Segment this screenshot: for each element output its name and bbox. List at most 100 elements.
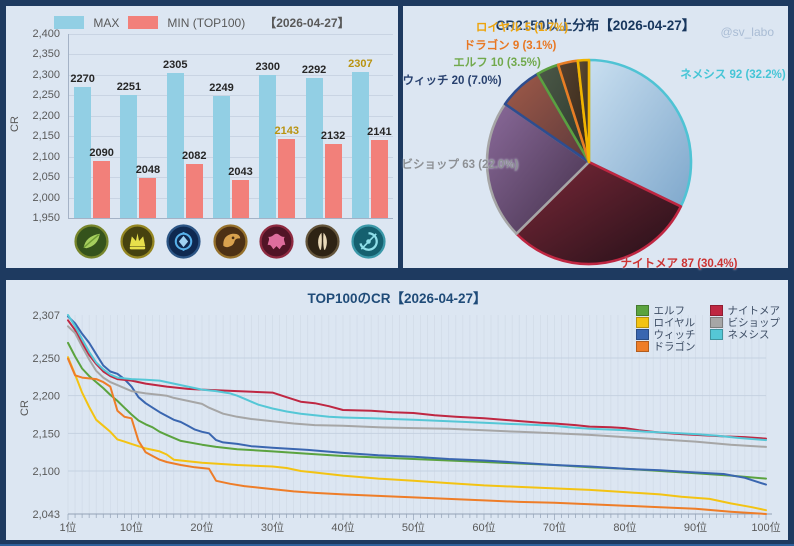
pie-label-nemesis: ネメシス 92 (32.2%) — [680, 69, 786, 81]
bar-gridline — [69, 115, 393, 117]
bar-y-tick-label: 2,300 — [32, 68, 60, 81]
witch-icon — [166, 224, 201, 259]
max-value-label: 2300 — [255, 60, 281, 73]
min-bar-elf — [93, 160, 111, 218]
bar-group-elf: 2270 2090 — [70, 73, 114, 218]
bar-group-bishop: 2292 2132 — [302, 64, 345, 218]
bar-chart-y-axis-labels: 2,400 2,350 2,300 2,250 2,200 2,150 2,100 2,050… — [6, 6, 62, 268]
line-series-nemesis — [67, 314, 767, 442]
bar-y-tick-label: 2,050 — [32, 171, 60, 184]
line-x-tick-label: 100位 — [751, 520, 780, 534]
legend-item-nemesis: ネメシス — [709, 329, 781, 341]
bar-group-royal: 2251 2048 — [116, 80, 160, 218]
bar-gridline — [69, 54, 393, 56]
min-value-label: 2141 — [367, 125, 392, 138]
bar-chart-date: 【2026-04-27】 — [264, 16, 350, 30]
class-icon-royal — [120, 224, 155, 264]
bar-group-witch: 2305 2082 — [163, 59, 206, 218]
line-y-tick-label: 2,150 — [32, 428, 60, 440]
line-series-bishop — [67, 325, 767, 448]
line-y-tick-label: 2,250 — [32, 353, 60, 365]
line-x-tick-label: 40位 — [331, 520, 354, 534]
bar-group-dragon: 2249 2043 — [209, 82, 253, 218]
max-bar-royal — [120, 94, 138, 218]
pie-label-nightmare: ナイトメア 87 (30.4%) — [620, 258, 738, 270]
bar-gridline — [69, 177, 393, 179]
max-bar-elf — [74, 87, 92, 218]
legend-label-bishop: ビショップ — [727, 317, 781, 329]
line-chart-legend: エルフ ロイヤル ウィッチ ドラゴン ナイトメア ビショップ ネメシス — [635, 305, 781, 353]
line-y-tick-label: 2,307 — [32, 310, 60, 322]
line-x-tick-label: 70位 — [543, 520, 566, 534]
line-chart-panel: TOP100のCR【2026-04-27】 CR 2,307 2,250 2,200… — [6, 280, 788, 540]
line-chart-title: TOP100のCR【2026-04-27】 — [307, 291, 487, 306]
legend-item-witch: ウィッチ — [635, 329, 696, 341]
legend-item-dragon: ドラゴン — [635, 341, 696, 353]
legend-item-bishop: ビショップ — [709, 317, 781, 329]
bar-y-tick-label: 2,400 — [32, 28, 60, 40]
legend-item-elf: エルフ — [635, 305, 696, 317]
line-x-tick-label: 90位 — [684, 520, 707, 534]
line-x-tick-label: 10位 — [120, 520, 143, 534]
min-bar-royal — [139, 177, 157, 218]
max-value-label: 2251 — [116, 80, 142, 93]
legend-swatch-elf — [635, 305, 649, 316]
max-value-label: 2292 — [301, 64, 327, 77]
pie-label-dragon: ドラゴン 9 (3.1%) — [463, 40, 557, 52]
line-series-nightmare — [67, 319, 767, 440]
class-icon-nightmare — [259, 224, 294, 264]
legend-swatch-royal — [635, 317, 649, 328]
class-icons-row — [68, 222, 392, 262]
bar-gridline — [69, 74, 393, 76]
pie-label-elf: エルフ 10 (3.5%) — [453, 57, 541, 69]
bishop-icon — [305, 224, 340, 259]
min-legend-swatch — [128, 16, 159, 29]
legend-swatch-dragon — [635, 341, 649, 352]
max-value-label: 2249 — [209, 81, 234, 94]
bar-gridline — [69, 156, 393, 158]
class-icon-elf — [74, 224, 109, 264]
bar-y-tick-label: 2,000 — [32, 191, 60, 204]
max-bar-dragon — [213, 95, 230, 218]
frame-bottom-highlight — [0, 544, 794, 546]
bar-chart-y-axis-title: CR — [9, 116, 21, 132]
pie-label-witch: ウィッチ 20 (7.0%) — [402, 75, 502, 87]
bar-y-tick-label: 2,150 — [32, 130, 60, 143]
bar-chart-panel: MAX MIN (TOP100) 【2026-04-27】 2,400 2,350… — [6, 6, 398, 268]
min-legend-label: MIN (TOP100) — [167, 15, 246, 30]
legend-label-nemesis: ネメシス — [727, 329, 770, 341]
legend-swatch-bishop — [709, 317, 723, 328]
max-value-label: 2307 — [348, 58, 373, 71]
line-y-tick-label: 2,100 — [32, 466, 60, 478]
bar-gridline — [69, 197, 393, 199]
line-series-witch — [67, 315, 767, 486]
bar-chart-plot-area: 2270 2090 2251 2048 2305 2082 2249 2043 2300 2143… — [68, 34, 393, 219]
pie-chart — [485, 58, 693, 266]
min-value-label: 2048 — [135, 163, 161, 176]
pie-slice-bishop — [485, 102, 591, 236]
dragon-icon — [212, 224, 248, 259]
legend-label-nightmare: ナイトメア — [727, 305, 781, 317]
max-bar-witch — [166, 72, 184, 218]
bar-y-tick-label: 2,350 — [32, 48, 60, 61]
legend-item-royal: ロイヤル — [635, 317, 696, 329]
min-bar-witch — [185, 164, 203, 218]
min-bar-bishop — [324, 143, 342, 218]
min-value-label: 2143 — [274, 125, 300, 138]
pie-label-royal: ロイヤル 5 (1.7%) — [475, 22, 569, 34]
pie-label-bishop: ビショップ 63 (22.0%) — [401, 159, 519, 171]
nemesis-icon — [351, 224, 386, 259]
legend-label-dragon: ドラゴン — [653, 341, 696, 353]
line-x-tick-label: 50位 — [402, 520, 425, 534]
nightmare-icon — [259, 224, 294, 259]
max-value-label: 2305 — [162, 58, 188, 71]
watermark: @sv_labo — [720, 25, 774, 39]
pie-slice-nightmare — [515, 160, 683, 266]
class-icon-witch — [166, 224, 201, 264]
line-x-tick-label: 60位 — [472, 520, 495, 534]
max-bar-nightmare — [259, 74, 277, 218]
bar-gridline — [69, 95, 393, 97]
line-y-tick-label: 2,200 — [32, 391, 60, 403]
